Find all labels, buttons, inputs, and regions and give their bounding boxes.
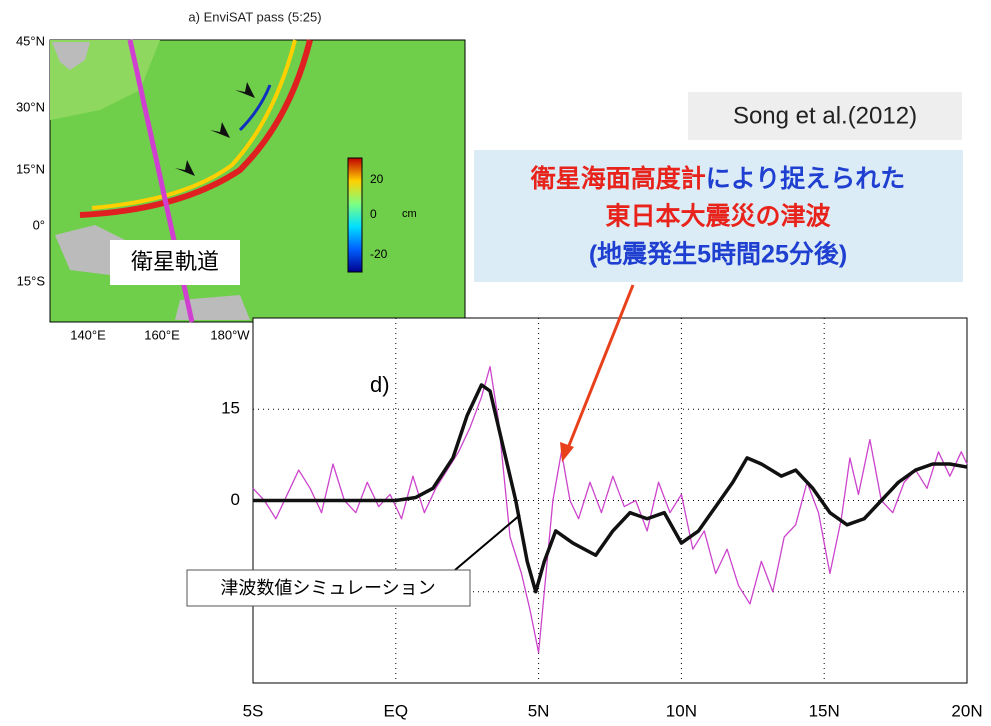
x-tick-label: 10N <box>666 701 697 720</box>
caption-line: (地震発生5時間25分後) <box>589 240 847 269</box>
x-tick-label: 15N <box>809 701 840 720</box>
caption-part: により捉えられた <box>706 165 906 193</box>
colorbar-label: 20 <box>370 172 384 186</box>
lon-label: 160°E <box>144 327 180 342</box>
lon-label: 140°E <box>70 327 106 342</box>
lat-label: 45°N <box>16 33 45 48</box>
map: 20 0 -20 cm 衛星軌道 <box>50 40 465 322</box>
caption-line: 衛星海面高度計により捉えられた <box>530 164 906 193</box>
colorbar <box>348 158 362 272</box>
x-tick-label: 5N <box>528 701 550 720</box>
colorbar-unit: cm <box>402 208 417 220</box>
lat-label: 15°N <box>16 161 45 176</box>
colorbar-label: -20 <box>370 247 388 261</box>
simulation-label: 津波数値シミュレーション <box>220 578 435 598</box>
x-tick-label: 5S <box>243 701 264 720</box>
caption-part: 衛星海面高度計 <box>530 164 706 193</box>
lat-label: 30°N <box>16 99 45 114</box>
colorbar-label: 0 <box>370 207 377 221</box>
x-tick-label: 20N <box>951 701 982 720</box>
lon-label: 180°W <box>210 327 250 342</box>
x-tick-label: EQ <box>384 701 409 720</box>
map-title: a) EnviSAT pass (5:25) <box>188 9 321 24</box>
panel-label: d) <box>370 372 390 397</box>
citation: Song et al.(2012) <box>733 102 917 129</box>
lat-label: 0° <box>33 217 45 232</box>
y-tick-label: 0 <box>231 490 240 509</box>
lat-label: 15°S <box>17 273 46 288</box>
y-tick-label: 15 <box>221 399 240 418</box>
caption-line: 東日本大震災の津波 <box>605 203 831 231</box>
page: a) EnviSAT pass (5:25) 20 0 -20 cm 衛星軌道 … <box>0 0 991 726</box>
track-label: 衛星軌道 <box>131 249 219 274</box>
